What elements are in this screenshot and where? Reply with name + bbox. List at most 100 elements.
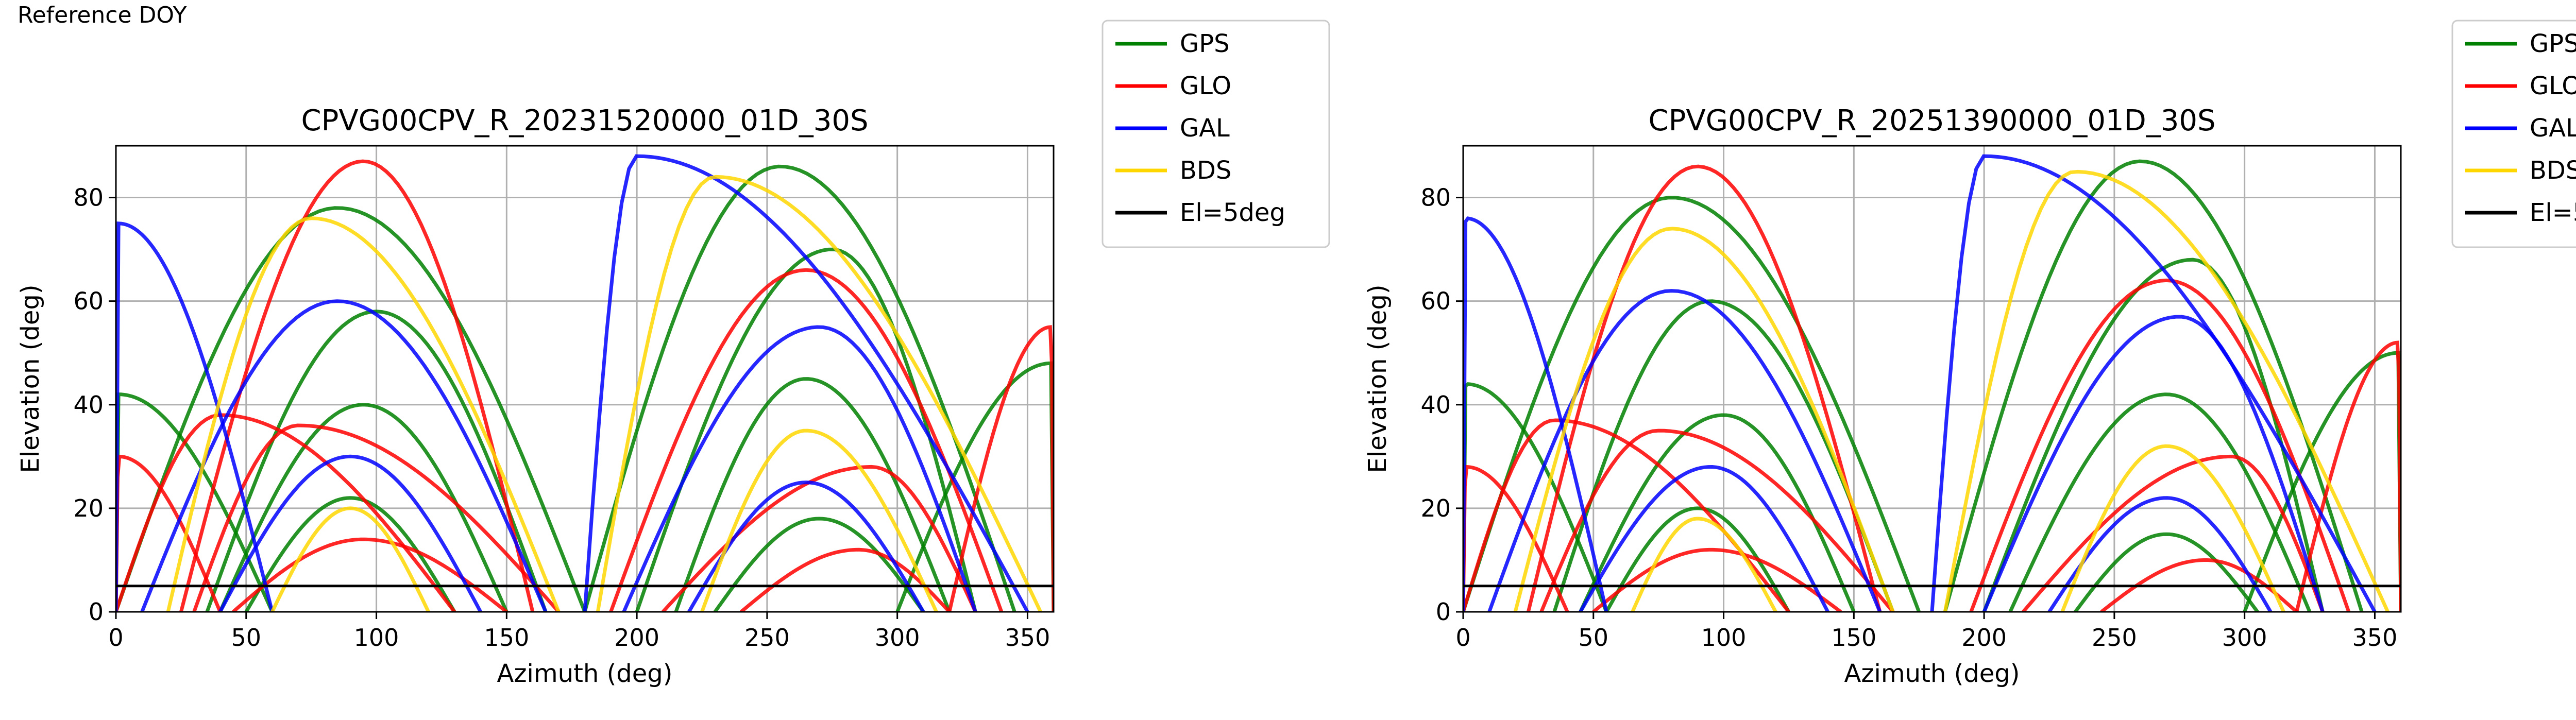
series-glo-arc: [1969, 278, 2351, 612]
series-glo-arc: [1463, 465, 1569, 612]
chart-1: 0 50 100 150 200 250 300 350 0 20 40 60 80 CPVG00CPV_…: [16, 20, 1330, 688]
x-tick-label: 50: [1579, 624, 1609, 652]
legend: GPS GLO GAL BDS El=5deg: [1101, 20, 1330, 248]
y-tick-label: 20: [73, 494, 104, 522]
series-gal-arc: [116, 221, 274, 612]
series-gal-arc: [583, 154, 1029, 612]
series-gps-arc: [583, 164, 1016, 612]
x-tick-label: 300: [2222, 624, 2267, 652]
series-gal-arc: [140, 299, 548, 612]
series-bds-arc: [2060, 444, 2285, 612]
series-gal-arc: [218, 454, 482, 612]
series-gps-arc: [2008, 392, 2312, 612]
series-gps-arc: [2074, 532, 2259, 612]
legend-label-gps: GPS: [2530, 29, 2576, 58]
y-tick-label: 80: [1420, 184, 1451, 212]
series-bds-arc: [1513, 227, 1895, 612]
series-gal-arc: [1487, 289, 1882, 612]
series-glo-arc: [1592, 547, 1842, 612]
series-glo-arc: [2022, 454, 2325, 612]
y-tick-label: 80: [73, 184, 104, 212]
series-gps-arc: [116, 392, 274, 612]
y-axis-label: Elevation (deg): [16, 284, 45, 473]
series-glo-arc: [116, 454, 222, 612]
legend-label-el-5deg: El=5deg: [2530, 198, 2576, 227]
legend-label-glo: GLO: [2530, 72, 2576, 100]
x-tick-label: 150: [484, 624, 529, 652]
series-glo-arc: [116, 413, 456, 612]
series-gps-arc: [1463, 196, 1921, 612]
legend-label-bds: BDS: [1180, 156, 1231, 185]
y-tick-label: 0: [1436, 598, 1451, 626]
series-bds-arc: [166, 216, 561, 612]
x-tick-label: 200: [614, 624, 659, 652]
series-gps-arc: [1463, 382, 1608, 612]
x-tick-label: 100: [354, 624, 399, 652]
legend: GPS GLO GAL BDS El=5deg: [2451, 20, 2576, 248]
series-glo-arc: [609, 268, 1004, 612]
x-axis-label: Azimuth (deg): [1844, 659, 2020, 688]
series-glo-arc: [1539, 428, 1894, 612]
series-gps-arc: [895, 361, 1054, 612]
series-glo-arc: [662, 465, 977, 612]
series-bds-arc: [700, 428, 938, 612]
series-gps-arc: [674, 377, 952, 612]
series-gal-arc: [1930, 154, 2377, 612]
x-tick-label: 0: [1455, 624, 1470, 652]
series-glo-arc: [232, 537, 508, 612]
chart-title: CPVG00CPV_R_20231520000_01D_30S: [301, 104, 868, 138]
y-tick-label: 60: [73, 287, 104, 315]
y-tick-label: 40: [73, 391, 104, 419]
y-tick-label: 0: [89, 598, 104, 626]
plot-area: [1463, 154, 2401, 612]
y-tick-label: 60: [1420, 287, 1451, 315]
legend-label-gal: GAL: [2530, 114, 2576, 143]
x-tick-label: 350: [2352, 624, 2398, 652]
series-glo-arc: [192, 423, 561, 612]
reference-doy-label: Reference DOY: [18, 2, 187, 28]
series-gps-arc: [1982, 258, 2325, 612]
x-tick-label: 0: [108, 624, 123, 652]
series-glo-arc: [179, 159, 535, 612]
x-tick-label: 350: [1005, 624, 1050, 652]
series-glo-arc: [740, 547, 951, 612]
x-tick-label: 250: [744, 624, 790, 652]
y-axis-label: Elevation (deg): [1363, 284, 1392, 473]
series-gps-arc: [713, 517, 925, 612]
axes-frame: [115, 145, 1055, 613]
series-gps-arc: [205, 310, 548, 612]
series-bds-arc: [1631, 517, 1777, 612]
axes-frame: [1462, 145, 2402, 613]
series-gal-arc: [1579, 465, 1829, 612]
y-tick-label: 20: [1420, 494, 1451, 522]
series-gps-arc: [1579, 413, 1856, 612]
y-tick-label: 40: [1420, 391, 1451, 419]
series-glo-arc: [1526, 164, 1882, 612]
series-gal-arc: [1982, 315, 2325, 612]
series-bds-arc: [270, 506, 430, 612]
legend-label-el-5deg: El=5deg: [1180, 198, 1285, 227]
legend-label-bds: BDS: [2530, 156, 2576, 185]
legend-label-glo: GLO: [1180, 72, 1231, 100]
series-gps-arc: [116, 206, 587, 612]
x-tick-label: 200: [1961, 624, 2007, 652]
legend-box: [1101, 20, 1330, 248]
series-gps-arc: [1943, 159, 2364, 612]
series-bds-arc: [596, 175, 1042, 612]
series-gps-arc: [244, 496, 456, 612]
x-tick-label: 150: [1831, 624, 1876, 652]
series-glo-arc: [947, 325, 1054, 612]
plot-area: [116, 154, 1054, 612]
x-axis-label: Azimuth (deg): [497, 659, 673, 688]
x-tick-label: 50: [231, 624, 262, 652]
legend-box: [2451, 20, 2576, 248]
x-tick-label: 300: [875, 624, 920, 652]
x-tick-label: 100: [1701, 624, 1747, 652]
series-glo-arc: [2295, 340, 2401, 612]
legend-label-gps: GPS: [1180, 29, 1230, 58]
series-glo-arc: [2100, 558, 2298, 612]
chart-title: CPVG00CPV_R_20251390000_01D_30S: [1648, 104, 2215, 138]
x-tick-label: 250: [2092, 624, 2137, 652]
legend-label-gal: GAL: [1180, 114, 1230, 143]
